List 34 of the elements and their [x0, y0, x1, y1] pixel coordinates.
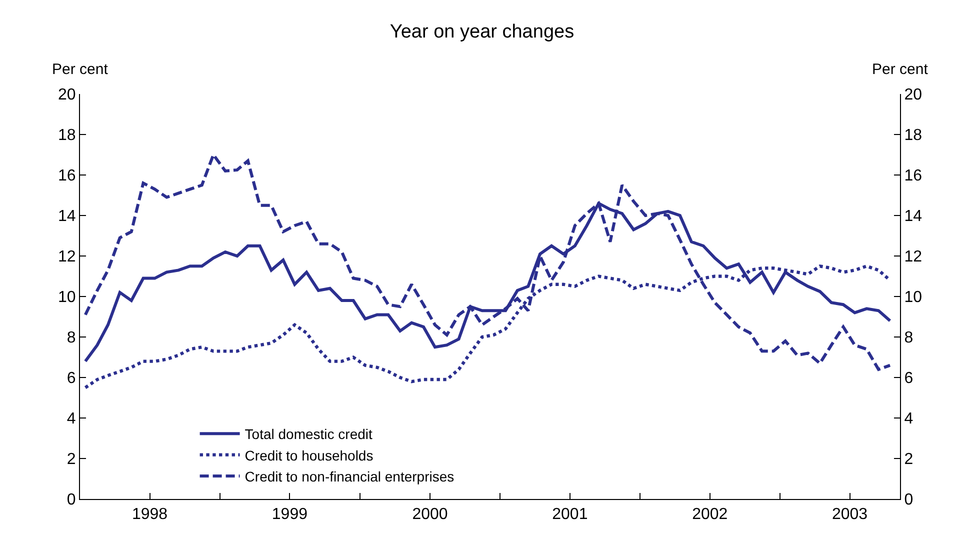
legend-label: Credit to households — [244, 447, 374, 464]
x-tick-label: 1999 — [272, 506, 308, 524]
x-tick-label: 2003 — [832, 506, 868, 524]
y2-tick-label: 14 — [904, 208, 922, 226]
y-axis-title: Per cent — [52, 61, 109, 78]
y2-tick-label: 10 — [904, 289, 922, 306]
y2-tick-label: 12 — [904, 248, 922, 266]
y-tick-label: 4 — [66, 410, 76, 428]
y-tick-label: 20 — [58, 86, 76, 104]
x-tick-label: 2001 — [552, 506, 588, 524]
y-tick-label: 10 — [58, 289, 76, 306]
y2-tick-label: 8 — [904, 330, 914, 347]
x-tick-label: 2000 — [412, 506, 448, 524]
y-tick-label: 6 — [66, 370, 76, 388]
y2-tick-label: 4 — [904, 410, 914, 428]
y-tick-label: 8 — [66, 330, 76, 347]
y2-axis-title: Per cent — [872, 61, 929, 78]
y2-tick-label: 2 — [904, 451, 914, 468]
legend-label: Total domestic credit — [244, 426, 373, 442]
y-tick-label: 14 — [58, 208, 76, 226]
y2-tick-label: 6 — [904, 370, 914, 388]
y2-tick-label: 0 — [904, 492, 914, 509]
y-tick-label: 12 — [58, 248, 76, 266]
y-tick-label: 16 — [58, 168, 76, 185]
y2-tick-label: 18 — [904, 127, 922, 144]
legend-label: Credit to non-financial enterprises — [244, 468, 454, 484]
chart-title: Year on year changes — [390, 21, 574, 42]
y2-tick-label: 20 — [904, 86, 922, 104]
y-tick-label: 0 — [66, 492, 76, 509]
y-tick-label: 18 — [58, 127, 76, 144]
x-tick-label: 1998 — [132, 506, 168, 524]
x-tick-label: 2002 — [692, 506, 728, 524]
y2-tick-label: 16 — [904, 168, 922, 185]
y-tick-label: 2 — [66, 451, 76, 468]
